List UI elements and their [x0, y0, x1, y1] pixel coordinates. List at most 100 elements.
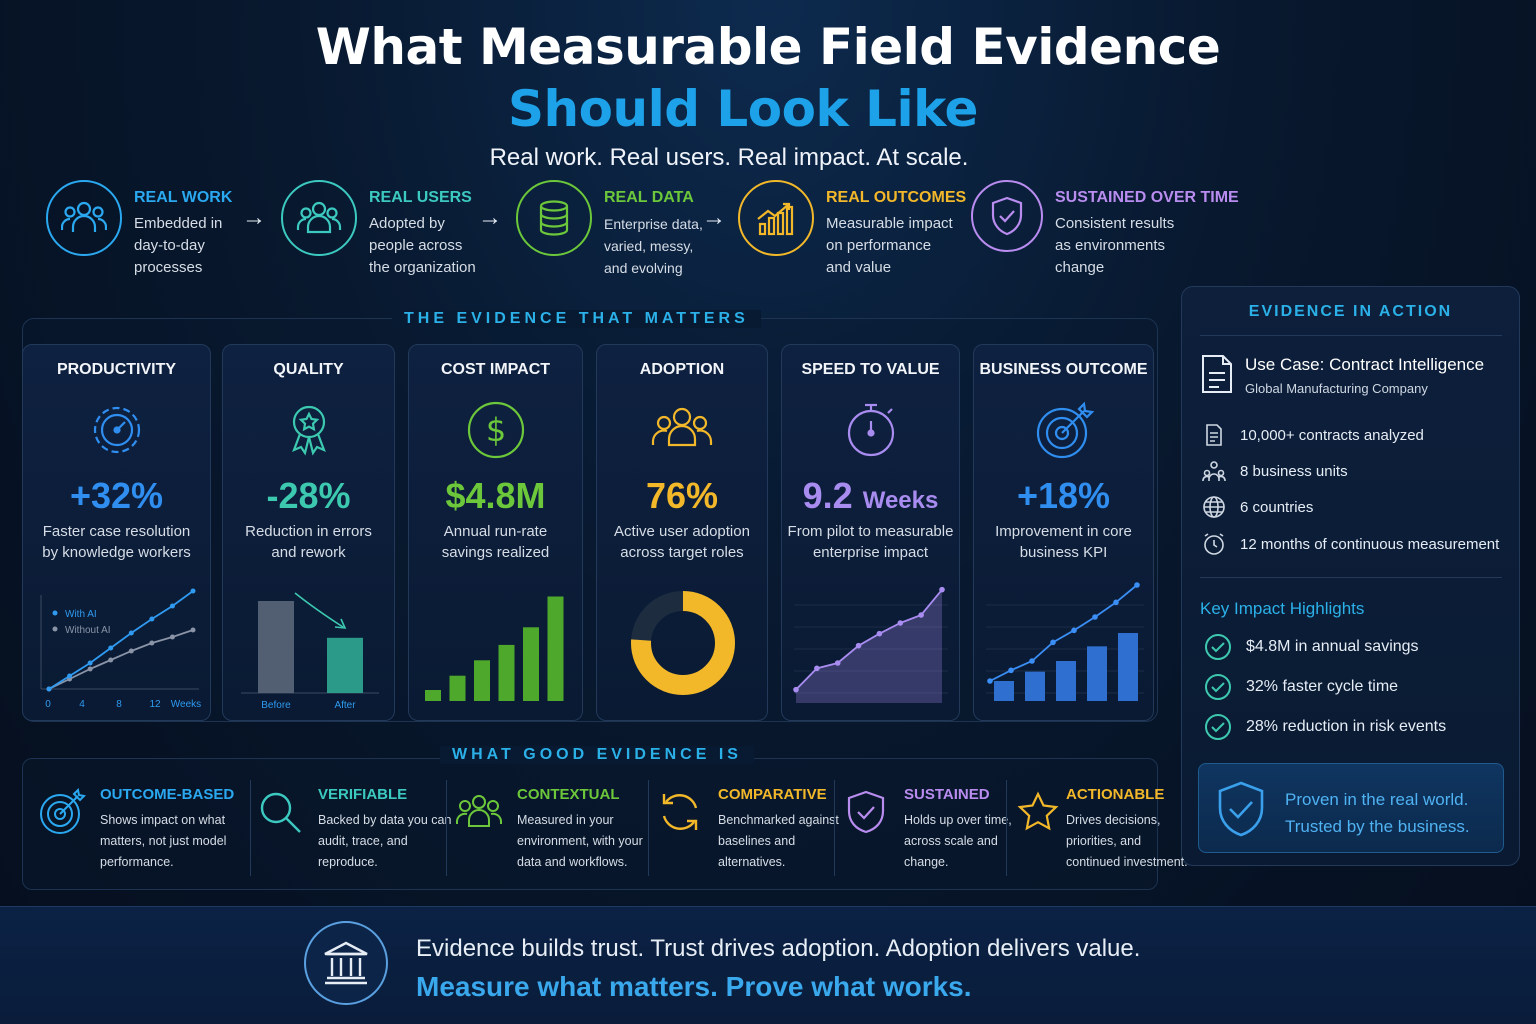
good-item-title: VERIFIABLE — [318, 786, 408, 803]
good-item-desc: Measured in your environment, with your da… — [517, 813, 643, 869]
check-circle-icon — [1205, 714, 1231, 740]
card-desc: Active user adoption across target roles — [614, 523, 750, 561]
legend-swatch — [52, 610, 58, 616]
svg-text:$: $ — [485, 411, 505, 449]
trend-point — [1134, 582, 1140, 588]
document-icon — [1206, 424, 1222, 446]
card-desc: Faster case resolution by knowledge worke… — [42, 523, 191, 561]
data-point — [108, 645, 114, 651]
use-case-subtitle: Global Manufacturing Company — [1245, 381, 1428, 396]
card-title: QUALITY — [273, 361, 344, 378]
section-heading-good-evidence: WHAT GOOD EVIDENCE IS — [440, 746, 754, 764]
users-icon — [281, 180, 357, 256]
data-point — [918, 612, 924, 618]
page-title-highlight: Should Look Like — [508, 80, 978, 138]
check-circle-icon — [1205, 634, 1231, 660]
good-item-desc: Drives decisions, priorities, and continue… — [1066, 813, 1188, 869]
highlights-title: Key Impact Highlights — [1200, 599, 1365, 618]
trend-point — [1050, 639, 1056, 646]
good-item-desc: Backed by data you can audit, trace, and r… — [318, 813, 452, 869]
pillar-title: SUSTAINED OVER TIME — [1055, 189, 1239, 206]
page-subtitle: Real work. Real users. Real impact. At s… — [489, 144, 969, 171]
bar — [498, 644, 515, 701]
x-tick-label: Before — [261, 700, 291, 711]
data-point — [67, 673, 73, 679]
database-icon — [516, 180, 592, 256]
cycle-arrows-icon — [662, 794, 698, 830]
divider — [1200, 577, 1502, 578]
pillar-desc: Consistent results as environments change — [1055, 215, 1175, 276]
divider — [446, 780, 447, 876]
stopwatch-icon — [847, 403, 894, 457]
bar — [449, 675, 466, 701]
pillar-title: REAL USERS — [369, 189, 472, 206]
proven-banner: Proven in the real world. Trusted by the … — [1198, 763, 1504, 853]
rising-bar-chart-icon — [738, 180, 814, 256]
divider — [648, 780, 649, 876]
people-group-icon — [46, 180, 122, 256]
series-line — [48, 629, 194, 690]
bar — [258, 601, 294, 693]
data-point — [46, 686, 52, 692]
pillar-desc: Enterprise data, varied, messy, and evolvi… — [604, 216, 703, 276]
legend-label: With AI — [65, 609, 97, 620]
card-value: 9.2 Weeks — [802, 475, 939, 516]
trend-point — [1071, 627, 1077, 634]
evidence-in-action-panel: EVIDENCE IN ACTION Use Case: Contract In… — [1181, 286, 1520, 866]
highlight-item: 32% faster cycle time — [1246, 678, 1399, 695]
institution-icon — [304, 921, 388, 1005]
use-case-title: Use Case: Contract Intelligence — [1245, 355, 1485, 374]
gear-gauge-icon — [93, 406, 140, 454]
card-speed-to-value: SPEED TO VALUE 9.2 Weeks From pilot to m… — [781, 344, 960, 721]
card-business-outcome: BUSINESS OUTCOME +18% Improvement in cor… — [973, 344, 1154, 721]
card-desc: Annual run-rate savings realized — [441, 523, 550, 561]
card-value: $4.8M — [445, 475, 546, 516]
cost-bar-chart — [425, 596, 564, 701]
divider — [1200, 335, 1502, 336]
area-fill — [796, 589, 942, 703]
divider — [1006, 780, 1007, 876]
bar — [1087, 646, 1107, 701]
trend-point — [1113, 599, 1119, 606]
card-value: 76% — [645, 475, 719, 516]
check-circle-icon — [1205, 674, 1231, 700]
footer-line-2: Measure what matters. Prove what works. — [416, 971, 972, 1002]
bar — [1025, 671, 1045, 701]
bar — [327, 637, 363, 693]
highlight-item: 28% reduction in risk events — [1246, 718, 1447, 735]
legend-label: Without AI — [65, 625, 111, 636]
card-desc: Reduction in errors and rework — [245, 523, 372, 561]
data-point — [190, 627, 196, 633]
adoption-donut-chart — [631, 591, 735, 695]
pillar-title: REAL WORK — [134, 189, 233, 206]
trend-point — [987, 678, 993, 684]
speed-area-chart — [793, 586, 948, 703]
highlight-item: $4.8M in annual savings — [1246, 638, 1419, 655]
section-heading-evidence: THE EVIDENCE THAT MATTERS — [392, 310, 761, 328]
x-tick-label: 4 — [79, 699, 85, 710]
good-item-title: ACTIONABLE — [1066, 786, 1165, 803]
data-point — [108, 657, 114, 663]
pillar-desc: Adopted by people across the organization — [369, 215, 476, 276]
fact-countries: 6 countries — [1240, 499, 1314, 516]
data-point — [793, 686, 799, 693]
card-title: COST IMPACT — [440, 361, 551, 378]
fact-months: 12 months of continuous measurement — [1240, 536, 1500, 553]
trend-point — [1008, 667, 1014, 674]
trend-arrow — [294, 592, 344, 628]
pillar-desc: Measurable impact on performance and value — [826, 215, 953, 276]
page-title: What Measurable Field Evidence — [315, 18, 1221, 76]
trend-arrow-head — [334, 618, 347, 629]
arrow-right-icon: → — [478, 204, 502, 231]
shield-check-icon — [971, 180, 1043, 252]
divider — [250, 780, 251, 876]
card-desc: Improvement in core business KPI — [995, 523, 1132, 561]
globe-icon — [1203, 496, 1225, 518]
card-productivity: PRODUCTIVITY +32% Faster case resolution… — [22, 344, 211, 721]
star-icon — [1017, 791, 1059, 831]
card-title: BUSINESS OUTCOME — [979, 361, 1148, 378]
shield-check-icon — [1218, 781, 1264, 837]
card-value: -28% — [266, 475, 351, 516]
good-item-title: SUSTAINED — [904, 786, 990, 803]
pillar-desc: Embedded in day-to-day processes — [134, 215, 223, 276]
